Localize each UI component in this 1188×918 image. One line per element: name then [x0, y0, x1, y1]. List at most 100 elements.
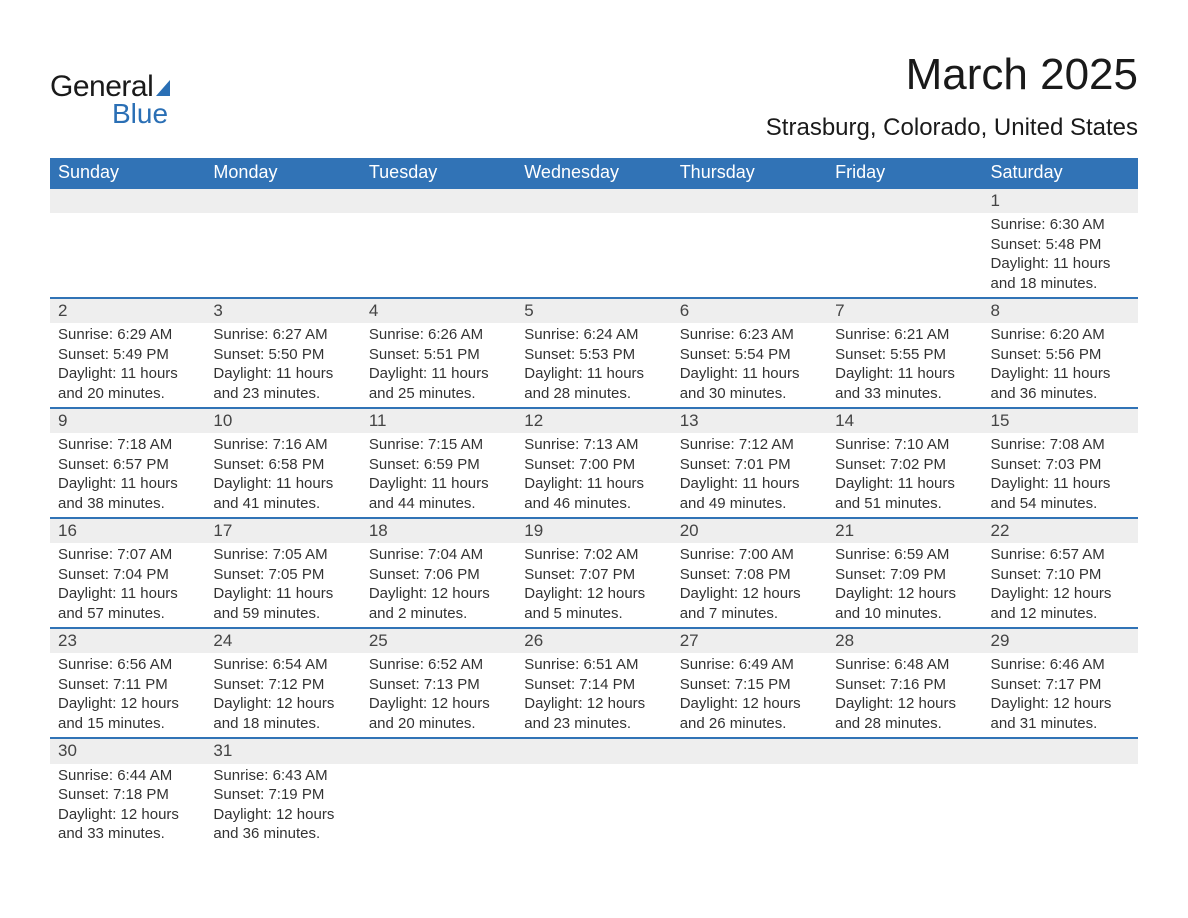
daylight-text: Daylight: 11 hours [524, 474, 663, 494]
daylight-text: Daylight: 11 hours [369, 474, 508, 494]
daylight-text: and 49 minutes. [680, 494, 819, 514]
daylight-text: and 31 minutes. [991, 714, 1130, 734]
sunrise-text: Sunrise: 6:46 AM [991, 655, 1130, 675]
header-row: General Blue March 2025 Strasburg, Color… [50, 50, 1138, 142]
weekday-header-row: Sunday Monday Tuesday Wednesday Thursday… [50, 158, 1138, 188]
daylight-text: Daylight: 11 hours [524, 364, 663, 384]
daylight-text: and 5 minutes. [524, 604, 663, 624]
day-detail-cell [361, 764, 516, 848]
day-number-cell [50, 188, 205, 213]
sunset-text: Sunset: 7:08 PM [680, 565, 819, 585]
sunset-text: Sunset: 7:14 PM [524, 675, 663, 695]
daylight-text: Daylight: 11 hours [58, 584, 197, 604]
day-number-cell: 3 [205, 298, 360, 323]
brand-triangle-icon [156, 80, 184, 96]
weekday-header: Thursday [672, 158, 827, 188]
day-detail-cell: Sunrise: 6:59 AMSunset: 7:09 PMDaylight:… [827, 543, 982, 628]
sunrise-text: Sunrise: 7:16 AM [213, 435, 352, 455]
sunrise-text: Sunrise: 6:21 AM [835, 325, 974, 345]
day-detail-cell [672, 213, 827, 298]
daylight-text: Daylight: 12 hours [369, 694, 508, 714]
daylight-text: Daylight: 12 hours [991, 694, 1130, 714]
day-detail-cell: Sunrise: 6:27 AMSunset: 5:50 PMDaylight:… [205, 323, 360, 408]
daylight-text: and 26 minutes. [680, 714, 819, 734]
daylight-text: Daylight: 12 hours [991, 584, 1130, 604]
day-detail-cell: Sunrise: 6:54 AMSunset: 7:12 PMDaylight:… [205, 653, 360, 738]
day-number-cell: 11 [361, 408, 516, 433]
daylight-text: Daylight: 12 hours [680, 694, 819, 714]
day-detail-cell: Sunrise: 6:29 AMSunset: 5:49 PMDaylight:… [50, 323, 205, 408]
sunset-text: Sunset: 6:58 PM [213, 455, 352, 475]
sunrise-text: Sunrise: 6:52 AM [369, 655, 508, 675]
daylight-text: Daylight: 12 hours [835, 584, 974, 604]
daylight-text: and 36 minutes. [991, 384, 1130, 404]
day-number-cell: 27 [672, 628, 827, 653]
daylight-text: and 33 minutes. [835, 384, 974, 404]
daylight-text: Daylight: 11 hours [213, 474, 352, 494]
day-detail-row: Sunrise: 7:07 AMSunset: 7:04 PMDaylight:… [50, 543, 1138, 628]
day-number-cell [516, 738, 671, 763]
sunset-text: Sunset: 5:49 PM [58, 345, 197, 365]
sunset-text: Sunset: 6:57 PM [58, 455, 197, 475]
daylight-text: and 36 minutes. [213, 824, 352, 844]
sunset-text: Sunset: 7:12 PM [213, 675, 352, 695]
sunrise-text: Sunrise: 7:10 AM [835, 435, 974, 455]
sunrise-text: Sunrise: 6:44 AM [58, 766, 197, 786]
day-number-cell: 31 [205, 738, 360, 763]
daylight-text: and 41 minutes. [213, 494, 352, 514]
day-detail-cell: Sunrise: 7:18 AMSunset: 6:57 PMDaylight:… [50, 433, 205, 518]
sunrise-text: Sunrise: 6:43 AM [213, 766, 352, 786]
day-detail-cell: Sunrise: 7:02 AMSunset: 7:07 PMDaylight:… [516, 543, 671, 628]
sunrise-text: Sunrise: 7:04 AM [369, 545, 508, 565]
daynum-row: 9101112131415 [50, 408, 1138, 433]
day-detail-cell: Sunrise: 6:44 AMSunset: 7:18 PMDaylight:… [50, 764, 205, 848]
sunset-text: Sunset: 7:02 PM [835, 455, 974, 475]
day-number-cell [983, 738, 1138, 763]
sunset-text: Sunset: 7:06 PM [369, 565, 508, 585]
day-number-cell: 9 [50, 408, 205, 433]
sunset-text: Sunset: 7:18 PM [58, 785, 197, 805]
daylight-text: and 59 minutes. [213, 604, 352, 624]
daylight-text: Daylight: 12 hours [524, 694, 663, 714]
day-detail-cell: Sunrise: 6:24 AMSunset: 5:53 PMDaylight:… [516, 323, 671, 408]
day-detail-cell [672, 764, 827, 848]
sunrise-text: Sunrise: 6:57 AM [991, 545, 1130, 565]
day-detail-cell: Sunrise: 6:48 AMSunset: 7:16 PMDaylight:… [827, 653, 982, 738]
day-number-cell: 18 [361, 518, 516, 543]
day-number-cell: 1 [983, 188, 1138, 213]
sunrise-text: Sunrise: 6:23 AM [680, 325, 819, 345]
daylight-text: and 10 minutes. [835, 604, 974, 624]
sunset-text: Sunset: 7:01 PM [680, 455, 819, 475]
sunset-text: Sunset: 7:10 PM [991, 565, 1130, 585]
daylight-text: and 28 minutes. [524, 384, 663, 404]
daylight-text: Daylight: 11 hours [680, 364, 819, 384]
day-number-cell: 25 [361, 628, 516, 653]
day-detail-cell: Sunrise: 6:43 AMSunset: 7:19 PMDaylight:… [205, 764, 360, 848]
day-number-cell [516, 188, 671, 213]
day-number-cell: 12 [516, 408, 671, 433]
weekday-header: Monday [205, 158, 360, 188]
page-title: March 2025 [766, 50, 1138, 100]
daynum-row: 1 [50, 188, 1138, 213]
daylight-text: Daylight: 12 hours [835, 694, 974, 714]
sunset-text: Sunset: 7:05 PM [213, 565, 352, 585]
day-detail-cell: Sunrise: 6:49 AMSunset: 7:15 PMDaylight:… [672, 653, 827, 738]
sunset-text: Sunset: 5:54 PM [680, 345, 819, 365]
sunrise-text: Sunrise: 6:30 AM [991, 215, 1130, 235]
sunrise-text: Sunrise: 6:48 AM [835, 655, 974, 675]
daynum-row: 23242526272829 [50, 628, 1138, 653]
daylight-text: Daylight: 12 hours [58, 694, 197, 714]
sunrise-text: Sunrise: 6:59 AM [835, 545, 974, 565]
daynum-row: 3031 [50, 738, 1138, 763]
day-number-cell: 15 [983, 408, 1138, 433]
day-number-cell: 19 [516, 518, 671, 543]
day-number-cell: 5 [516, 298, 671, 323]
day-detail-row: Sunrise: 6:56 AMSunset: 7:11 PMDaylight:… [50, 653, 1138, 738]
day-detail-row: Sunrise: 7:18 AMSunset: 6:57 PMDaylight:… [50, 433, 1138, 518]
calendar-table: Sunday Monday Tuesday Wednesday Thursday… [50, 158, 1138, 848]
day-detail-cell: Sunrise: 6:57 AMSunset: 7:10 PMDaylight:… [983, 543, 1138, 628]
day-detail-cell: Sunrise: 7:05 AMSunset: 7:05 PMDaylight:… [205, 543, 360, 628]
sunset-text: Sunset: 7:11 PM [58, 675, 197, 695]
daylight-text: and 38 minutes. [58, 494, 197, 514]
sunset-text: Sunset: 5:48 PM [991, 235, 1130, 255]
